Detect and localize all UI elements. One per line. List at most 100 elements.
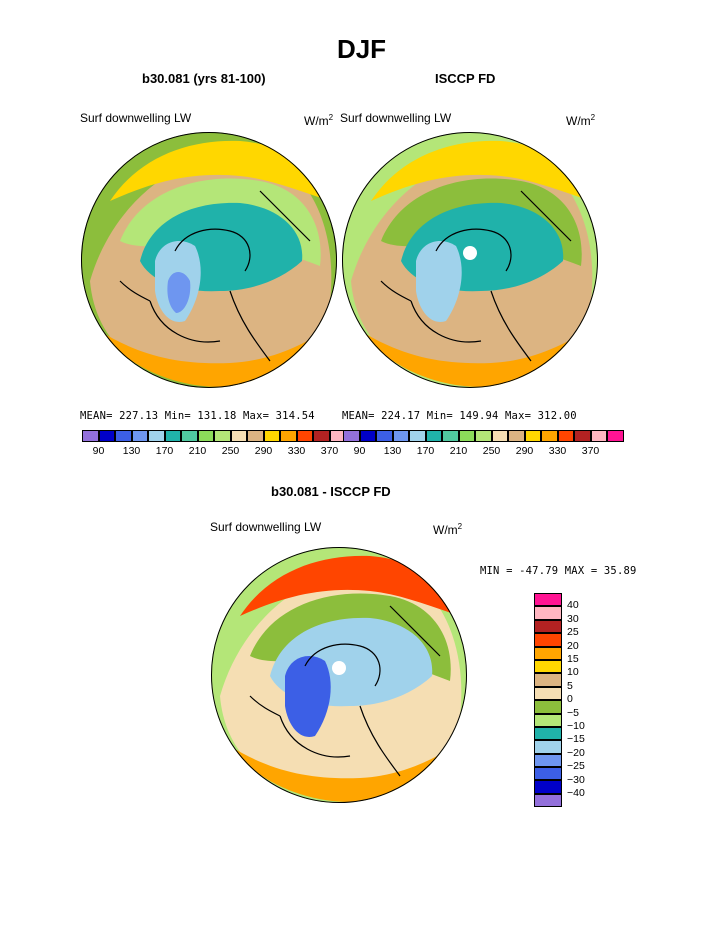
panel3-colorbar-tick-label: 15 [567, 653, 579, 665]
panel2-colorbar-tick-label: 250 [482, 445, 501, 457]
panel1-colorbar-swatch [148, 430, 165, 442]
panel2-colorbar [343, 430, 624, 442]
panel3-polar-map [211, 547, 467, 803]
panel1-polar-map [81, 132, 337, 388]
panel1-colorbar-tick-label: 90 [92, 445, 105, 457]
panel2-colorbar-swatch [343, 430, 360, 442]
panel3-colorbar-swatch [534, 780, 562, 794]
panel2-colorbar-tick-label: 210 [449, 445, 468, 457]
panel2-colorbar-swatch [508, 430, 525, 442]
panel3-contour-pole-hole [332, 661, 346, 675]
panel3-colorbar-tick-label: −15 [567, 733, 585, 746]
panel1-colorbar-tick-label: 330 [287, 445, 306, 457]
panel2-colorbar-swatch [574, 430, 591, 442]
panel3-colorbar-tick-label: −5 [567, 706, 579, 719]
panel2-colorbar-swatch [475, 430, 492, 442]
panel3-contour-rim-north [240, 555, 460, 616]
panel2-title: ISCCP FD [435, 71, 496, 86]
panel1-coastline [119, 280, 151, 302]
panel3-colorbar-tick-label: 0 [567, 693, 573, 706]
panel3-colorbar-swatch [534, 593, 562, 607]
panel2-colorbar-tick-label: 330 [548, 445, 567, 457]
panel3-coastline [249, 695, 281, 717]
panel1-coastline [149, 300, 221, 343]
panel2-colorbar-swatch [392, 430, 409, 442]
panel1-colorbar-swatch [98, 430, 115, 442]
panel2-colorbar-swatch [376, 430, 393, 442]
panel2-colorbar-tick-label: 370 [581, 445, 600, 457]
panel1-title: b30.081 (yrs 81-100) [142, 71, 266, 86]
panel1-colorbar-tick-label: 370 [320, 445, 339, 457]
panel3-coastline [359, 705, 401, 777]
panel2-colorbar-swatch [607, 430, 624, 442]
panel3-colorbar-swatch [534, 606, 562, 620]
panel3-colorbar [534, 593, 562, 808]
panel3-colorbar-swatch [534, 673, 562, 687]
panel2-coastline [435, 228, 512, 272]
panel2-coastline [490, 290, 532, 362]
panel2-colorbar-swatch [541, 430, 558, 442]
panel3-colorbar-swatch [534, 740, 562, 754]
panel2-coastline [410, 300, 482, 343]
panel2-colorbar-swatch [425, 430, 442, 442]
panel3-colorbar-tick-label: 40 [567, 599, 579, 612]
panel3-title: b30.081 - ISCCP FD [271, 484, 391, 499]
panel2-colorbar-tick-label: 130 [383, 445, 402, 457]
panel1-coastline [229, 290, 271, 362]
panel3-colorbar-swatch [534, 700, 562, 714]
panel1-colorbar [82, 430, 363, 442]
panel1-stats: MEAN= 227.13 Min= 131.18 Max= 314.54 [80, 410, 315, 422]
panel2-polar-map [342, 132, 598, 388]
panel3-colorbar-tick-label: −10 [567, 720, 585, 732]
panel1-colorbar-tick-label: 250 [221, 445, 240, 457]
panel1-colorbar-tick-label: 210 [188, 445, 207, 457]
panel3-stats: MIN = -47.79 MAX = 35.89 [480, 565, 637, 577]
panel2-colorbar-swatch [590, 430, 607, 442]
panel3-colorbar-swatch [534, 686, 562, 701]
panel3-contour-greenland-core [285, 656, 331, 737]
panel3-units: W/m2 [433, 522, 463, 537]
panel3-colorbar-tick-label: −40 [567, 787, 585, 799]
panel1-colorbar-swatch [230, 430, 247, 442]
panel2-colorbar-swatch [491, 430, 508, 442]
panel2-contour-pole-hole [463, 246, 477, 260]
panel3-colorbar-tick-label: 5 [567, 679, 573, 692]
panel2-variable-label: Surf downwelling LW [340, 111, 452, 125]
panel1-coastline [174, 228, 251, 272]
panel2-colorbar-tick-label: 290 [515, 445, 534, 457]
panel3-coastline [304, 643, 381, 687]
panel1-colorbar-swatch [247, 430, 264, 442]
panel2-stats: MEAN= 224.17 Min= 149.94 Max= 312.00 [342, 410, 577, 422]
panel3-colorbar-swatch [534, 767, 562, 781]
panel3-colorbar-swatch [534, 619, 562, 634]
panel2-colorbar-swatch [458, 430, 475, 442]
panel2-colorbar-tick-label: 170 [416, 445, 435, 457]
panel3-colorbar-swatch [534, 753, 562, 768]
panel3-colorbar-tick-label: −30 [567, 773, 585, 786]
panel1-colorbar-swatch [197, 430, 214, 442]
panel2-colorbar-swatch [524, 430, 541, 442]
panel3-coastline [279, 715, 351, 758]
figure-title: DJF [336, 34, 387, 64]
panel3-colorbar-swatch [534, 646, 562, 660]
panel2-coastline [520, 190, 572, 242]
panel3-colorbar-swatch [534, 713, 562, 727]
panel1-variable-label: Surf downwelling LW [80, 111, 192, 125]
panel1-colorbar-swatch [164, 430, 181, 442]
panel3-map-border [211, 547, 467, 803]
panel1-colorbar-tick-label: 170 [155, 445, 174, 457]
panel1-colorbar-tick-label: 290 [254, 445, 273, 457]
panel3-colorbar-swatch [534, 659, 562, 674]
panel2-coastline [380, 280, 412, 302]
panel2-contour-rim-north [371, 140, 591, 201]
panel1-colorbar-swatch [181, 430, 198, 442]
panel3-colorbar-tick-label: −25 [567, 760, 585, 773]
panel1-colorbar-swatch [296, 430, 313, 442]
panel1-colorbar-swatch [280, 430, 297, 442]
panel2-colorbar-swatch [442, 430, 459, 442]
panel1-colorbar-swatch [263, 430, 280, 442]
panel1-colorbar-swatch [115, 430, 132, 442]
panel3-colorbar-swatch [534, 793, 562, 808]
panel1-colorbar-swatch [131, 430, 148, 442]
panel3-colorbar-tick-label: 20 [567, 639, 579, 652]
